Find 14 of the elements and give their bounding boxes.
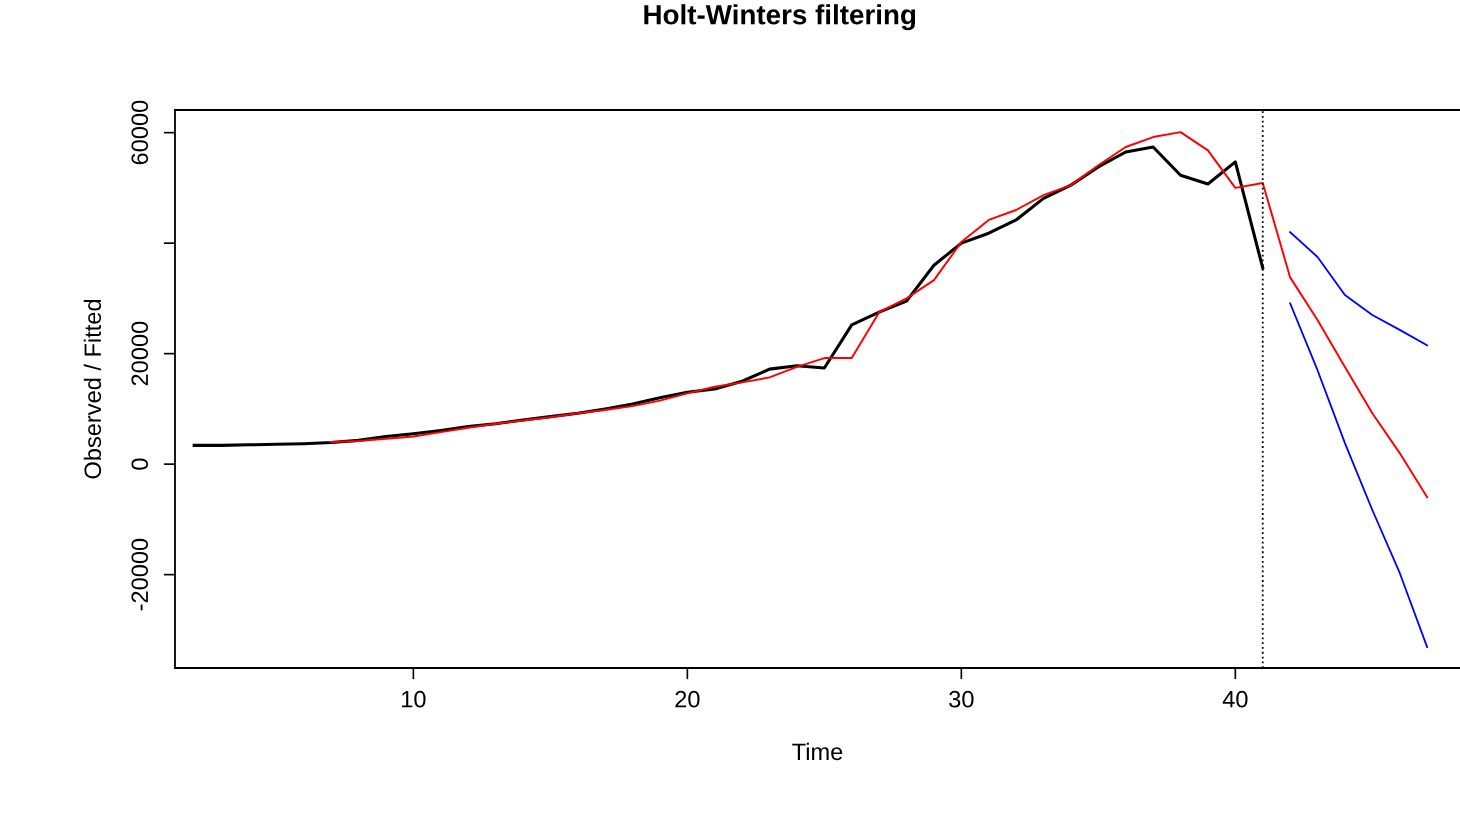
line-series xyxy=(1289,231,1429,347)
chart-title: Holt-Winters filtering xyxy=(644,4,916,31)
x-tick-label: 10 xyxy=(402,690,426,708)
y-tick-label: 20000 xyxy=(131,321,149,386)
y-tick-label: -20000 xyxy=(131,538,149,611)
line-series xyxy=(330,131,1429,499)
x-tick-label: 30 xyxy=(949,690,974,708)
line-series xyxy=(1289,302,1429,648)
y-tick-label: 0 xyxy=(131,458,149,470)
x-tick-label: 20 xyxy=(675,690,700,708)
x-tick-label: 40 xyxy=(1222,690,1248,708)
x-axis-title: Time xyxy=(792,742,843,761)
y-axis-title: Observed / Fitted xyxy=(83,299,102,479)
y-tick-label: 60000 xyxy=(131,100,149,165)
